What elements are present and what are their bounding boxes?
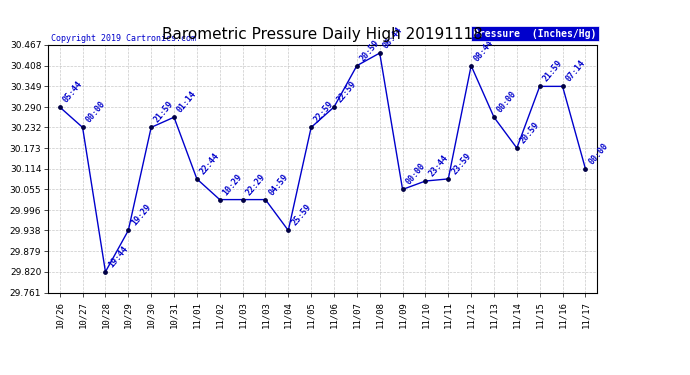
Title: Barometric Pressure Daily High 20191118: Barometric Pressure Daily High 20191118	[162, 27, 483, 42]
Text: 22:59: 22:59	[335, 80, 358, 104]
Point	[306, 124, 317, 130]
Text: 00:00: 00:00	[495, 90, 518, 114]
Text: 23:44: 23:44	[427, 153, 450, 178]
Text: 05:44: 05:44	[61, 80, 84, 104]
Point	[77, 124, 88, 130]
Point	[214, 196, 225, 202]
Text: 00:00: 00:00	[586, 141, 610, 166]
Point	[534, 83, 545, 89]
Point	[397, 186, 408, 192]
Point	[420, 178, 431, 184]
Text: 07:14: 07:14	[564, 58, 587, 84]
Text: 00:00: 00:00	[84, 100, 107, 124]
Text: 25:59: 25:59	[290, 203, 313, 228]
Text: 00:00: 00:00	[404, 162, 427, 187]
Text: 08:44: 08:44	[473, 38, 495, 63]
Point	[260, 196, 271, 202]
Point	[443, 176, 454, 182]
Point	[374, 50, 385, 56]
Text: 21:59: 21:59	[152, 100, 175, 124]
Text: 08:44: 08:44	[381, 26, 404, 50]
Text: 22:59: 22:59	[313, 100, 335, 124]
Text: 20:59: 20:59	[518, 120, 541, 145]
Text: 19:44: 19:44	[107, 244, 130, 269]
Text: Pressure  (Inches/Hg): Pressure (Inches/Hg)	[473, 29, 597, 39]
Text: 10:29: 10:29	[221, 172, 244, 197]
Point	[146, 124, 157, 130]
Point	[511, 145, 522, 151]
Point	[237, 196, 248, 202]
Point	[557, 83, 568, 89]
Point	[55, 104, 66, 110]
Text: 20:59: 20:59	[358, 38, 381, 63]
Point	[283, 228, 294, 234]
Point	[489, 114, 500, 120]
Point	[466, 63, 477, 69]
Text: 21:59: 21:59	[541, 58, 564, 84]
Point	[351, 63, 362, 69]
Text: 19:29: 19:29	[130, 203, 152, 228]
Point	[580, 166, 591, 172]
Text: 01:14: 01:14	[175, 90, 198, 114]
Text: 22:44: 22:44	[198, 151, 221, 176]
Text: Copyright 2019 Cartronics.com: Copyright 2019 Cartronics.com	[51, 33, 196, 42]
Text: 22:29: 22:29	[244, 172, 267, 197]
Point	[100, 269, 111, 275]
Point	[328, 104, 339, 110]
Text: 04:59: 04:59	[267, 172, 290, 197]
Point	[191, 176, 202, 182]
Text: 23:59: 23:59	[450, 151, 473, 176]
Point	[168, 114, 179, 120]
Point	[123, 228, 134, 234]
